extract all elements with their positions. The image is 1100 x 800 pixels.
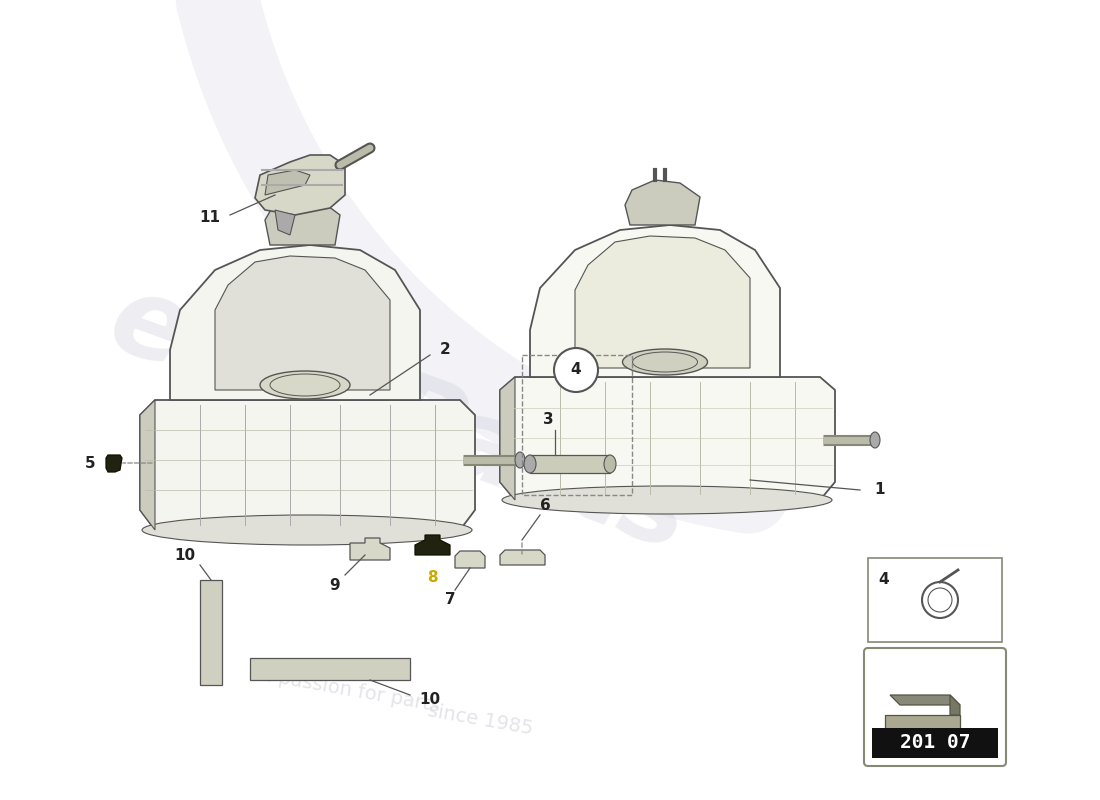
Bar bbox=[530, 455, 610, 473]
Polygon shape bbox=[890, 695, 960, 705]
FancyBboxPatch shape bbox=[864, 648, 1006, 766]
Bar bbox=[200, 580, 222, 685]
Text: 7: 7 bbox=[444, 593, 455, 607]
Polygon shape bbox=[350, 538, 390, 560]
Bar bbox=[250, 658, 410, 680]
Text: 10: 10 bbox=[419, 693, 441, 707]
Ellipse shape bbox=[604, 455, 616, 473]
Text: 10: 10 bbox=[175, 547, 196, 562]
Polygon shape bbox=[886, 715, 960, 730]
Polygon shape bbox=[255, 155, 345, 215]
Polygon shape bbox=[214, 256, 390, 390]
Polygon shape bbox=[500, 377, 835, 500]
Text: 201 07: 201 07 bbox=[900, 734, 970, 753]
Text: 4: 4 bbox=[571, 362, 581, 378]
Circle shape bbox=[554, 348, 598, 392]
Text: since 1985: since 1985 bbox=[426, 702, 535, 738]
Bar bbox=[522, 355, 632, 495]
Polygon shape bbox=[170, 245, 420, 400]
Text: 5: 5 bbox=[85, 455, 96, 470]
Ellipse shape bbox=[260, 371, 350, 399]
Polygon shape bbox=[275, 210, 295, 235]
Ellipse shape bbox=[524, 455, 536, 473]
Polygon shape bbox=[500, 377, 515, 500]
Bar bbox=[872, 728, 998, 758]
Polygon shape bbox=[265, 198, 340, 245]
Polygon shape bbox=[530, 225, 780, 377]
Ellipse shape bbox=[515, 452, 525, 468]
Polygon shape bbox=[625, 180, 700, 225]
Polygon shape bbox=[415, 535, 450, 555]
Text: 9: 9 bbox=[330, 578, 340, 593]
Text: 2: 2 bbox=[440, 342, 450, 358]
Ellipse shape bbox=[870, 432, 880, 448]
Polygon shape bbox=[265, 170, 310, 195]
Text: 1: 1 bbox=[874, 482, 886, 498]
Ellipse shape bbox=[502, 486, 832, 514]
Ellipse shape bbox=[142, 515, 472, 545]
Text: 6: 6 bbox=[540, 498, 550, 513]
Polygon shape bbox=[575, 236, 750, 368]
Polygon shape bbox=[950, 695, 960, 715]
Polygon shape bbox=[500, 550, 544, 565]
Polygon shape bbox=[106, 455, 122, 472]
Text: 11: 11 bbox=[199, 210, 220, 226]
Polygon shape bbox=[140, 400, 475, 530]
Text: a passion for parts: a passion for parts bbox=[258, 665, 441, 715]
Polygon shape bbox=[140, 400, 155, 530]
Text: 8: 8 bbox=[427, 570, 438, 586]
Text: 3: 3 bbox=[542, 413, 553, 427]
FancyBboxPatch shape bbox=[868, 558, 1002, 642]
Polygon shape bbox=[455, 551, 485, 568]
Ellipse shape bbox=[623, 349, 707, 375]
Text: euroParts: euroParts bbox=[96, 266, 704, 574]
Text: 4: 4 bbox=[878, 573, 889, 587]
